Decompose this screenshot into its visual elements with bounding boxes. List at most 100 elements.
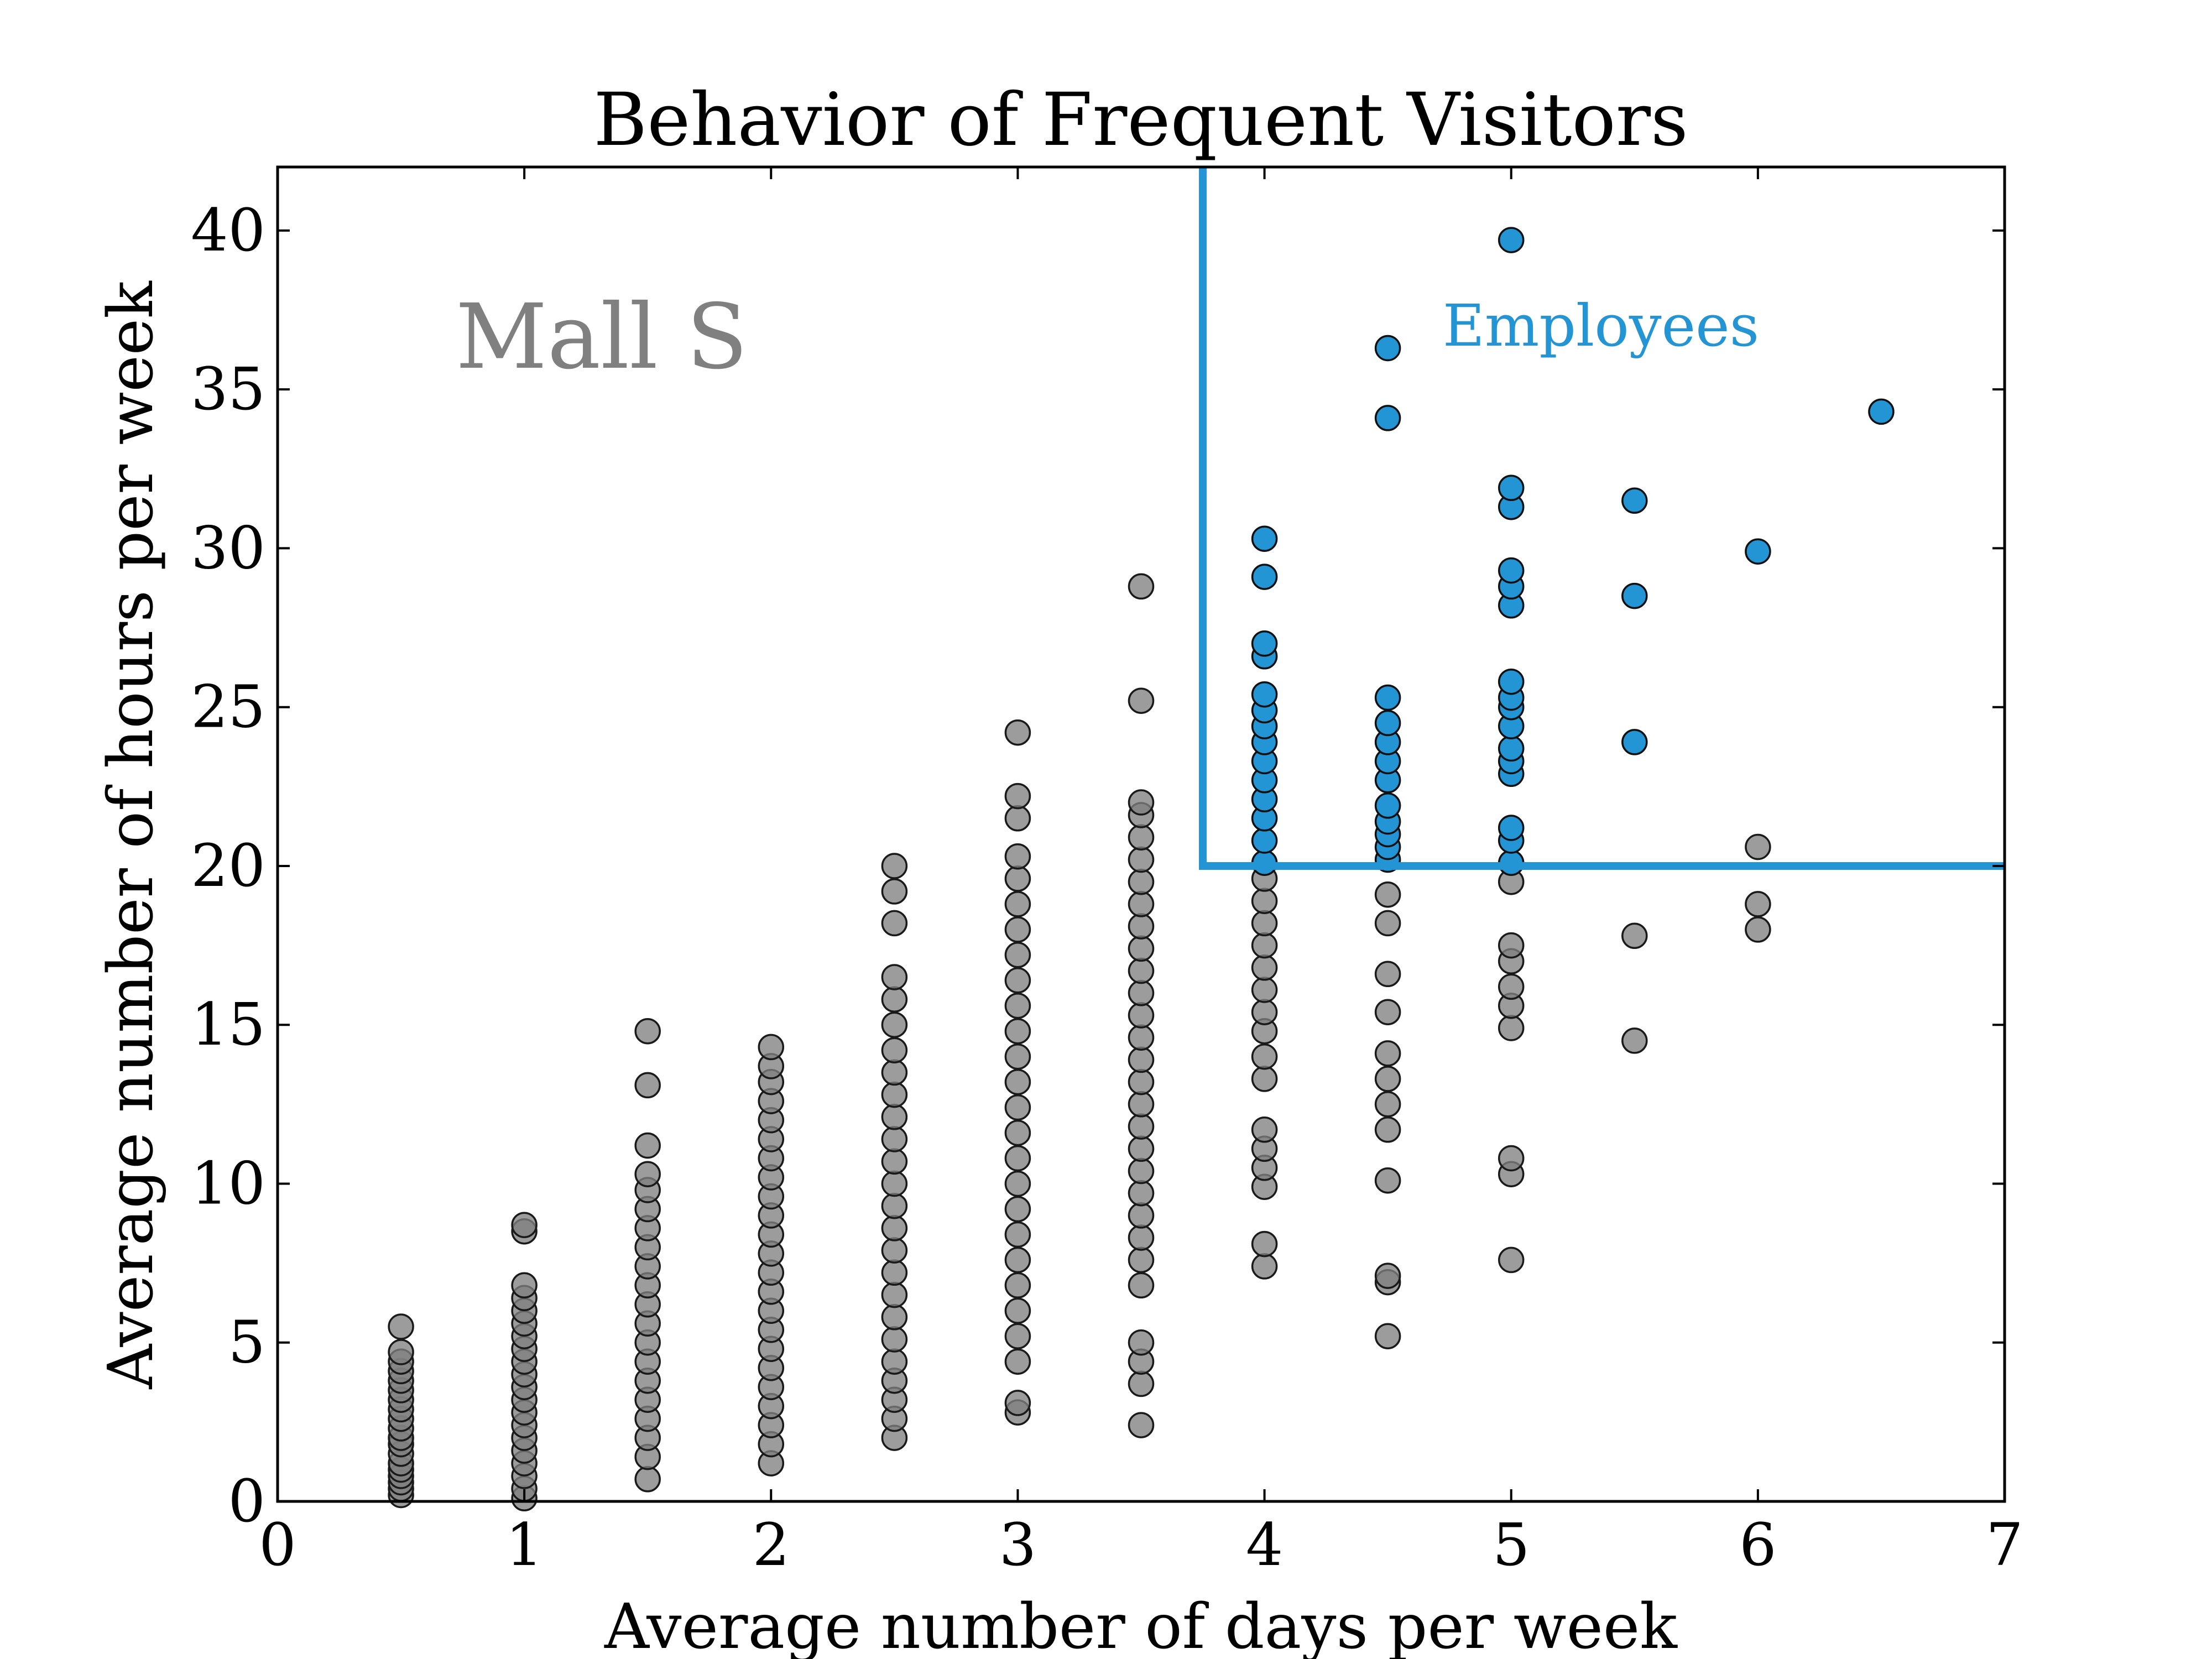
y-tick-label: 10 [191, 1149, 265, 1217]
visitor-point [1128, 1091, 1155, 1118]
plot-frame [276, 165, 2006, 1503]
visitor-point [881, 986, 908, 1013]
visitor-point [1004, 1068, 1031, 1095]
visitor-point [1251, 932, 1278, 959]
y-tick-label: 5 [228, 1308, 265, 1376]
visitor-point [1128, 868, 1155, 895]
y-tick-label: 15 [191, 990, 265, 1058]
employee-point [1745, 538, 1771, 565]
visitor-point [1745, 833, 1771, 860]
visitor-point [1004, 891, 1031, 917]
visitor-point [1251, 1066, 1278, 1092]
visitor-point [1251, 954, 1278, 981]
visitor-point [1004, 1221, 1031, 1248]
visitor-point [1004, 1119, 1031, 1146]
visitor-point [1374, 881, 1401, 908]
visitor-point [1498, 1145, 1525, 1172]
visitor-point [1128, 1180, 1155, 1207]
visitor-point [881, 1304, 908, 1331]
employee-point [1498, 557, 1525, 584]
visitor-point [1374, 1262, 1401, 1289]
employee-point [1498, 815, 1525, 841]
visitor-point [758, 1034, 785, 1061]
visitor-point [1128, 1202, 1155, 1229]
visitor-point [1128, 1113, 1155, 1140]
visitor-point [1128, 1002, 1155, 1029]
visitor-point [1004, 1196, 1031, 1223]
visitor-point [1374, 1323, 1401, 1349]
visitor-point [1374, 910, 1401, 937]
visitor-point [1004, 719, 1031, 746]
employee-point [1498, 227, 1525, 253]
x-axis-ticks: 0 1 2 3 4 5 6 7 [259, 167, 2023, 1579]
visitor-point [1498, 932, 1525, 959]
x-tick-label: 4 [1246, 1511, 1283, 1579]
y-tick-label: 20 [191, 832, 265, 900]
visitor-point [881, 964, 908, 990]
visitor-point [1251, 999, 1278, 1025]
x-tick-label: 7 [1986, 1511, 2023, 1579]
employee-point [1251, 630, 1278, 657]
employee-point [1251, 681, 1278, 708]
visitor-point [1498, 1015, 1525, 1041]
visitor-point [881, 1170, 908, 1197]
visitor-point [1128, 573, 1155, 600]
visitor-point [881, 1326, 908, 1353]
employee-point [1251, 827, 1278, 854]
visitor-point [511, 1212, 538, 1238]
y-tick-label: 40 [191, 196, 265, 264]
visitor-point [1498, 973, 1525, 1000]
employee-point [1374, 684, 1401, 711]
x-tick-label: 0 [259, 1511, 296, 1579]
visitor-point [1128, 687, 1155, 714]
visitor-point [634, 1466, 661, 1493]
visitor-point [1128, 1272, 1155, 1299]
visitor-point [881, 910, 908, 937]
visitor-point [881, 1104, 908, 1130]
visitor-point [634, 1018, 661, 1045]
visitor-point [881, 1192, 908, 1219]
visitor-point [1004, 865, 1031, 892]
visitor-point [1128, 1068, 1155, 1095]
visitor-point [1004, 1246, 1031, 1274]
visitor-point [1374, 961, 1401, 988]
visitor-point [1004, 1348, 1031, 1375]
visitor-point [1128, 1370, 1155, 1397]
visitor-point [881, 853, 908, 879]
visitor-point [1004, 1018, 1031, 1045]
visitor-point [1004, 916, 1031, 943]
visitor-point [1374, 1167, 1401, 1194]
visitor-point [634, 1072, 661, 1099]
x-tick-label: 3 [999, 1511, 1036, 1579]
visitor-point [1251, 1253, 1278, 1280]
visitor-point [881, 1126, 908, 1152]
visitor-point [1128, 846, 1155, 873]
visitor-point [1004, 1094, 1031, 1121]
employee-point [1374, 335, 1401, 362]
points-layer [388, 227, 1895, 1512]
visitor-point [1128, 1157, 1155, 1185]
visitor-point [1004, 992, 1031, 1019]
visitor-point [1004, 1170, 1031, 1197]
visitor-point [881, 878, 908, 905]
y-axis-ticks: 0 5 10 15 20 25 30 35 40 [191, 196, 2005, 1535]
employee-point [1374, 792, 1401, 819]
visitor-point [1745, 891, 1771, 917]
x-tick-label: 2 [753, 1511, 790, 1579]
visitor-point [1621, 1027, 1648, 1054]
visitor-point [1374, 1040, 1401, 1067]
visitor-point [1004, 1390, 1031, 1416]
visitor-point [1004, 942, 1031, 968]
visitor-point [511, 1272, 538, 1299]
visitor-point [1128, 1224, 1155, 1251]
visitor-point [1251, 1230, 1278, 1258]
visitor-point [881, 1059, 908, 1086]
visitor-point [1251, 977, 1278, 1003]
visitor-point [1374, 999, 1401, 1025]
visitor-point [1128, 1412, 1155, 1438]
visitor-point [1374, 1066, 1401, 1092]
visitor-point [1004, 1043, 1031, 1070]
employees-label: Employees [1443, 292, 1759, 359]
employee-point [1621, 487, 1648, 514]
visitor-point [388, 1313, 414, 1340]
